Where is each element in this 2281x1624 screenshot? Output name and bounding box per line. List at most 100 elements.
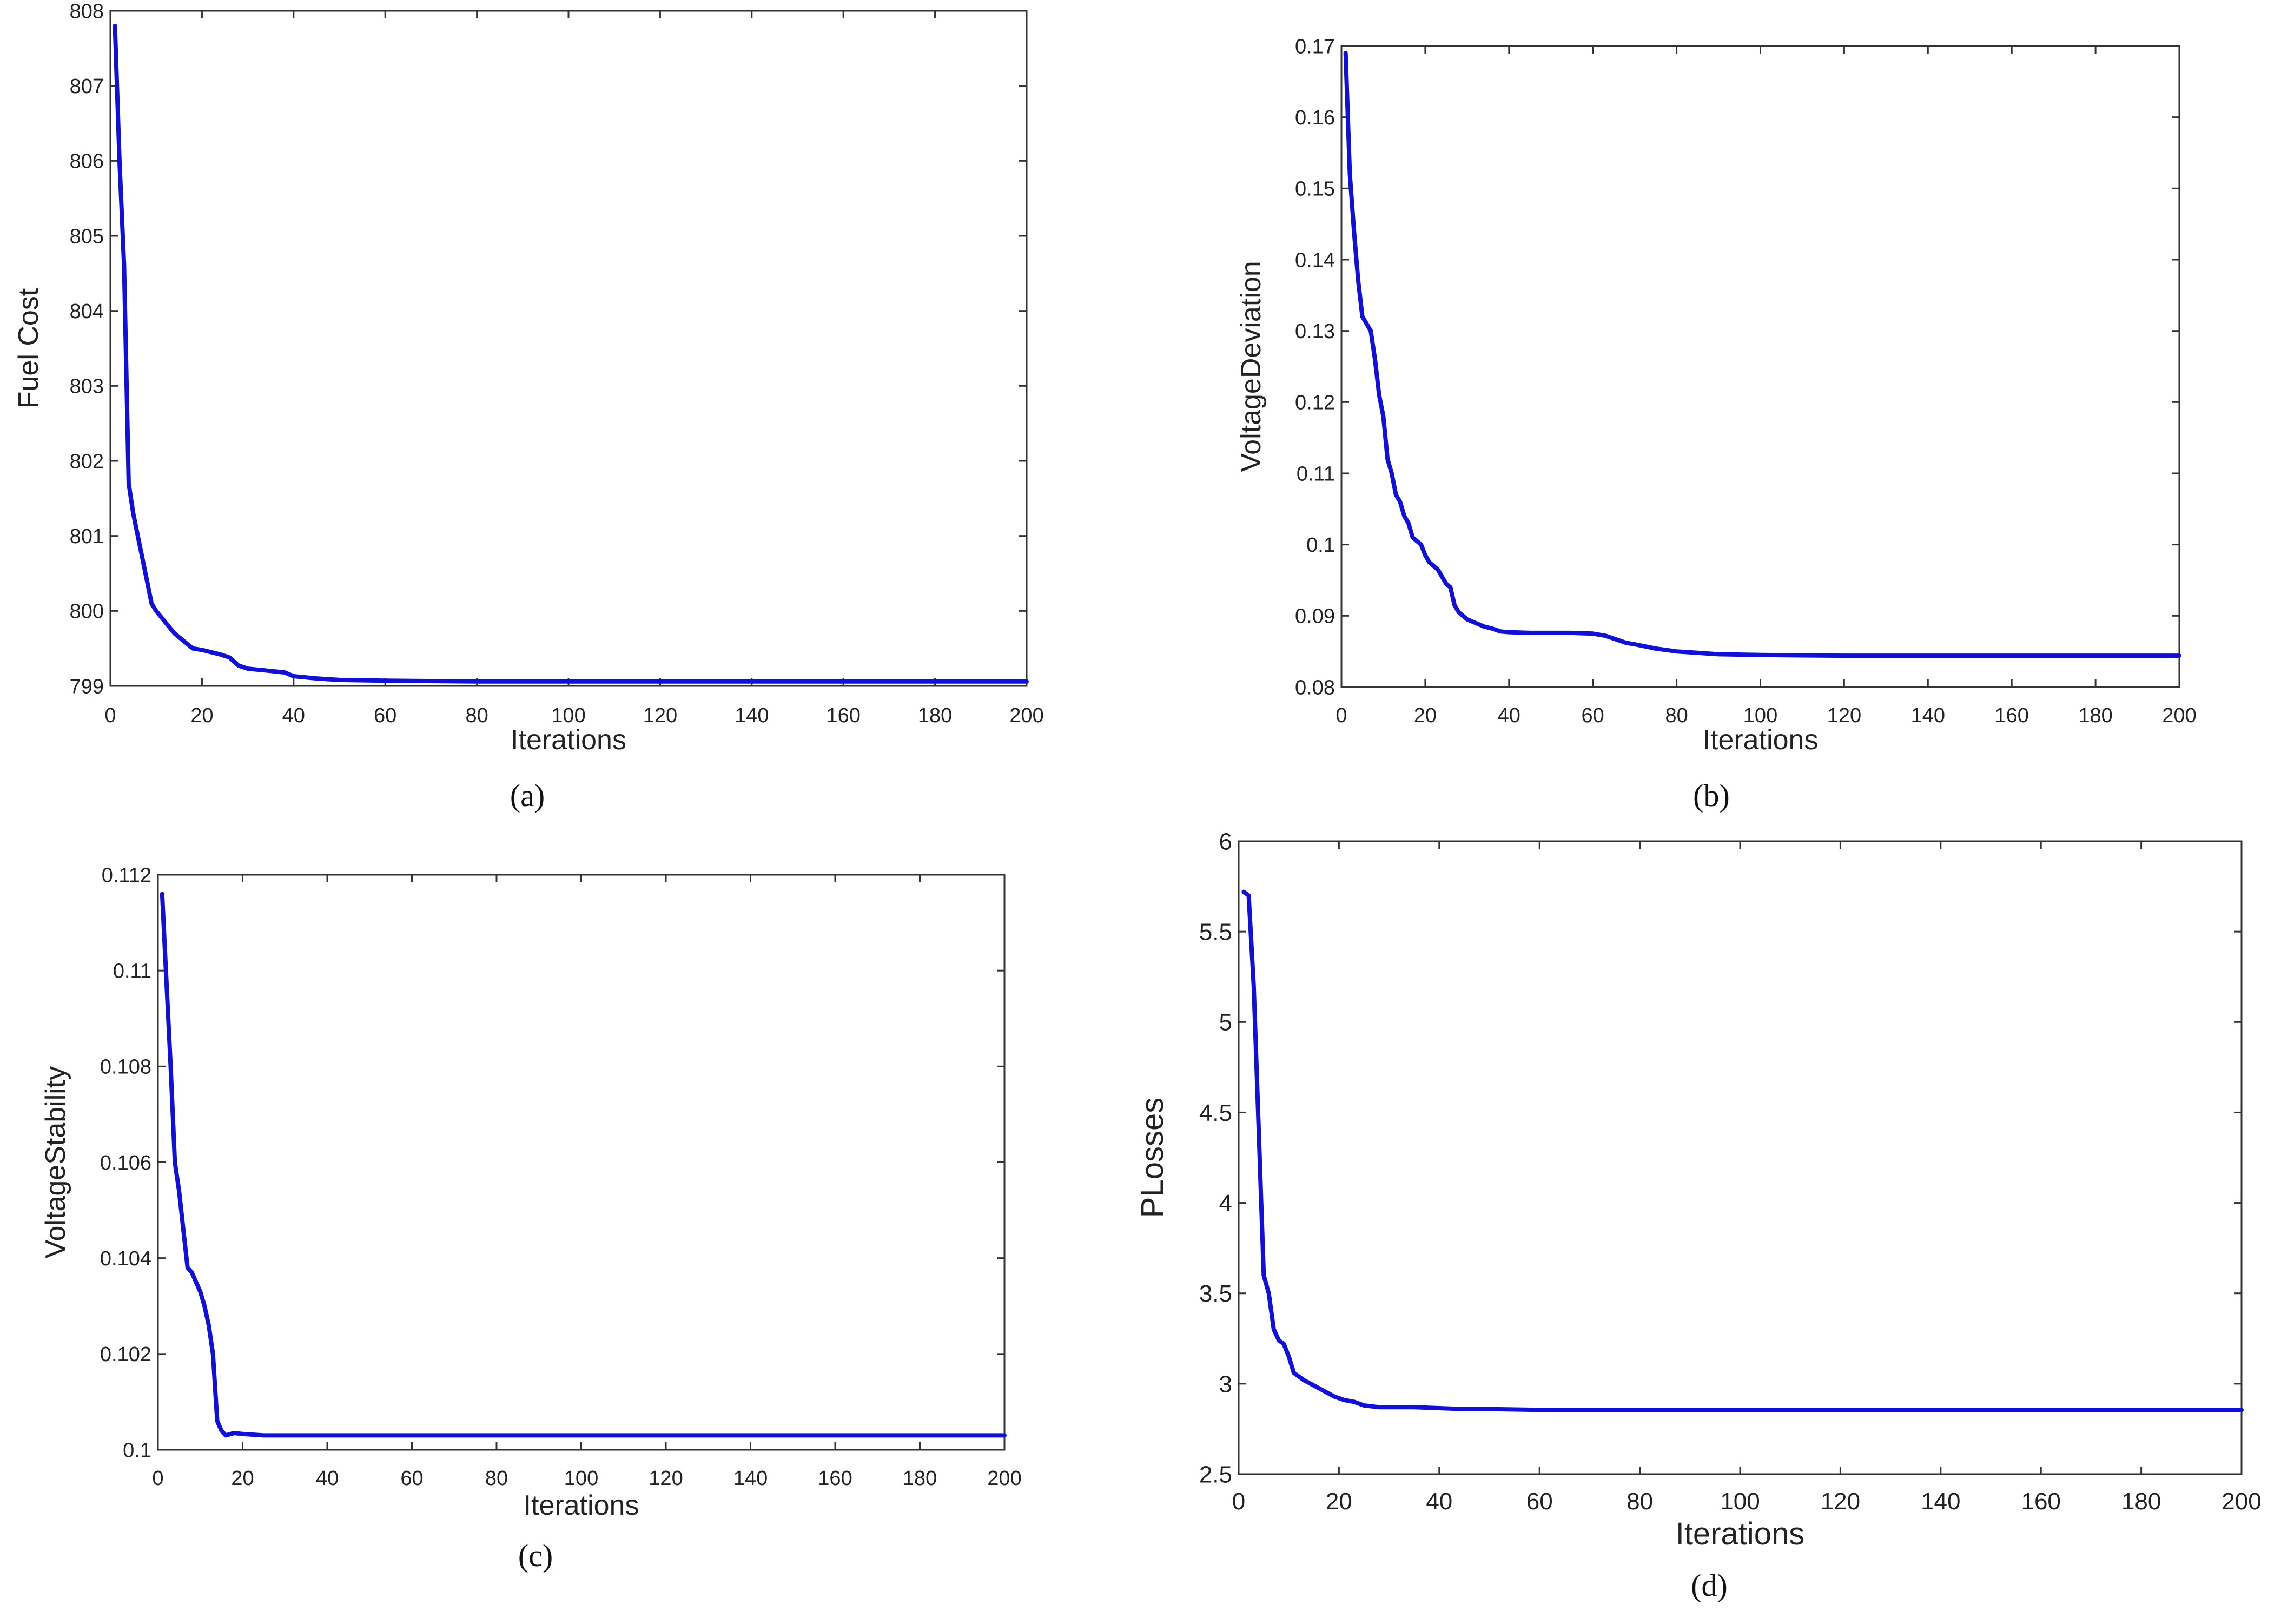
y-tick-label: 0.11 (1297, 463, 1335, 485)
x-tick-label: 100 (1720, 1488, 1760, 1515)
x-tick-label: 160 (1994, 704, 2028, 727)
x-tick-label: 60 (1526, 1488, 1553, 1515)
x-tick-label: 40 (316, 1467, 339, 1490)
y-tick-label: 803 (70, 375, 104, 398)
x-tick-label: 120 (1821, 1488, 1860, 1515)
y-tick-label: 799 (70, 675, 104, 698)
y-tick-label: 804 (70, 300, 104, 323)
y-tick-label: 4.5 (1199, 1100, 1232, 1126)
x-tick-label: 200 (2162, 704, 2196, 727)
y-tick-label: 0.17 (1295, 35, 1335, 58)
x-tick-label: 60 (374, 704, 396, 727)
plot-frame (1340, 45, 2180, 688)
y-tick-label: 0.112 (102, 864, 151, 887)
x-tick-label: 60 (400, 1467, 423, 1490)
y-tick-label: 6 (1219, 828, 1232, 855)
x-tick-label: 0 (1335, 704, 1347, 727)
y-tick-label: 0.15 (1295, 178, 1335, 201)
y-tick-label: 0.14 (1295, 249, 1335, 272)
x-tick-label: 80 (465, 704, 488, 727)
y-tick-label: 0.104 (100, 1247, 151, 1270)
x-tick-label: 20 (1326, 1488, 1352, 1515)
chart-d-plosses: 0 20 40 60 80 100 120 140 160 180 200 2.5 3 3.5 4 4.5 5 5… (1135, 828, 2262, 1552)
y-tick-label: 5.5 (1199, 919, 1232, 946)
x-tick-label: 120 (649, 1467, 683, 1490)
x-tick-label: 140 (733, 1467, 768, 1490)
y-tick-label: 0.13 (1295, 320, 1335, 343)
y-tick-label: 0.102 (100, 1343, 151, 1366)
y-axis-label: VoltageStability (40, 1066, 71, 1259)
y-tick-label: 805 (70, 225, 104, 248)
x-tick-label: 180 (2121, 1488, 2161, 1515)
y-tick-label: 3 (1219, 1371, 1232, 1397)
caption-b: (b) (1693, 778, 1730, 813)
y-tick-label: 0.108 (100, 1056, 151, 1079)
x-tick-label: 100 (551, 704, 585, 727)
plot-frame (157, 874, 1006, 1451)
x-tick-label: 0 (152, 1467, 163, 1490)
plot-frame (109, 10, 1028, 687)
x-tick-label: 100 (564, 1467, 598, 1490)
x-axis-label: Iterations (511, 724, 626, 756)
x-tick-label: 140 (735, 704, 769, 727)
y-tick-label: 806 (70, 150, 104, 173)
y-tick-label: 0.106 (100, 1152, 151, 1174)
y-tick-label: 0.1 (1306, 534, 1335, 557)
y-axis-label: PLosses (1135, 1098, 1170, 1218)
x-tick-label: 180 (2078, 704, 2112, 727)
x-tick-label: 160 (818, 1467, 852, 1490)
y-tick-label: 0.08 (1295, 676, 1335, 699)
chart-a-fuel-cost: 0 20 40 60 80 100 120 140 160 180 200 799 800 801 802 8… (13, 0, 1044, 756)
x-axis-label: Iterations (1676, 1516, 1805, 1552)
series-line (1343, 51, 2181, 658)
x-tick-label: 0 (104, 704, 116, 727)
x-tick-label: 140 (1911, 704, 1945, 727)
chart-c-voltage-stability: 0 20 40 60 80 100 120 140 160 180 200 0.1 0.102 0.104… (40, 864, 1022, 1521)
y-tick-label: 800 (70, 600, 104, 623)
y-tick-label: 802 (70, 450, 104, 473)
x-tick-label: 40 (282, 704, 305, 727)
x-tick-label: 60 (1582, 704, 1604, 727)
x-tick-label: 200 (2222, 1488, 2261, 1515)
y-tick-label: 0.16 (1295, 107, 1335, 129)
x-tick-label: 140 (1921, 1488, 1960, 1515)
x-tick-label: 180 (903, 1467, 937, 1490)
x-tick-label: 200 (987, 1467, 1021, 1490)
y-tick-label: 0.11 (113, 960, 151, 982)
y-axis-label: VoltageDeviation (1235, 261, 1267, 472)
y-tick-label: 0.09 (1295, 605, 1335, 628)
caption-c: (c) (518, 1538, 553, 1573)
y-tick-label: 3.5 (1199, 1280, 1232, 1307)
x-tick-label: 80 (1627, 1488, 1653, 1515)
plot-frame (1238, 840, 2243, 1475)
y-tick-label: 2.5 (1199, 1461, 1232, 1488)
x-tick-label: 120 (643, 704, 677, 727)
x-tick-label: 20 (231, 1467, 254, 1490)
x-tick-label: 120 (1827, 704, 1861, 727)
series-line (160, 892, 1007, 1438)
y-axis-label: Fuel Cost (13, 288, 44, 408)
x-tick-label: 40 (1426, 1488, 1452, 1515)
y-tick-label: 0.12 (1295, 392, 1335, 414)
x-tick-label: 80 (1665, 704, 1688, 727)
series-line (113, 23, 1029, 684)
series-line (1241, 889, 2244, 1412)
y-tick-label: 0.1 (123, 1439, 151, 1462)
y-tick-label: 808 (70, 0, 104, 23)
x-tick-label: 0 (1232, 1488, 1245, 1515)
x-tick-label: 40 (1498, 704, 1520, 727)
chart-b-voltage-deviation: 0 20 40 60 80 100 120 140 160 180 200 0.08 0.09 0.1 0.… (1235, 35, 2197, 756)
y-tick-label: 807 (70, 75, 104, 98)
x-tick-label: 100 (1743, 704, 1777, 727)
x-axis-label: Iterations (524, 1490, 639, 1521)
x-tick-label: 180 (918, 704, 952, 727)
y-tick-label: 4 (1219, 1190, 1232, 1217)
x-tick-label: 80 (485, 1467, 508, 1490)
x-tick-label: 20 (1414, 704, 1437, 727)
x-tick-label: 160 (826, 704, 860, 727)
x-tick-label: 160 (2021, 1488, 2060, 1515)
x-tick-label: 20 (190, 704, 213, 727)
x-tick-label: 200 (1009, 704, 1043, 727)
x-axis-label: Iterations (1703, 724, 1819, 756)
